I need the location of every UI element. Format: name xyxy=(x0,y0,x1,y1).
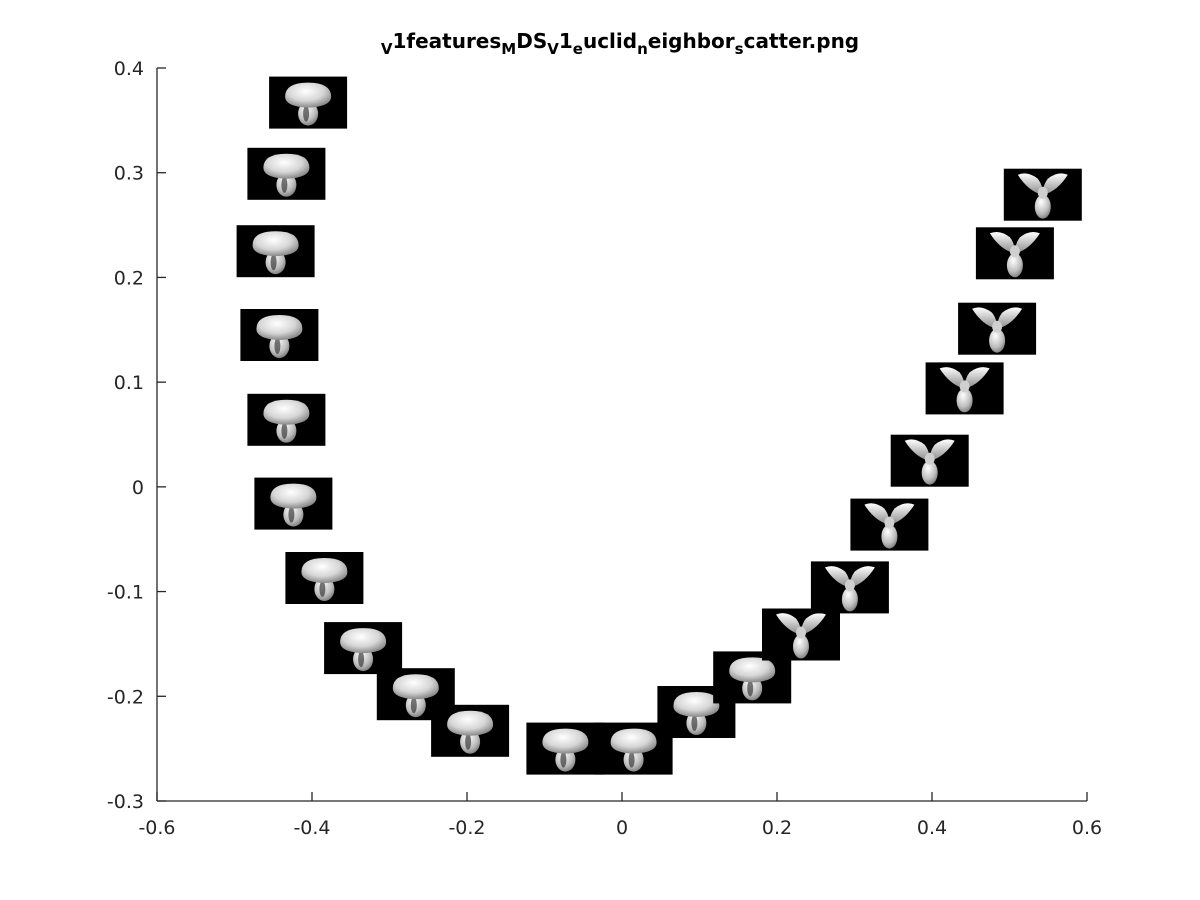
x-tick-label: 0.4 xyxy=(917,817,947,839)
scatter-point-thumbnail xyxy=(890,434,969,487)
y-tick-label: -0.2 xyxy=(107,686,144,708)
scatter-point-thumbnail xyxy=(594,722,673,775)
chart-title: V1featuresMDSV1euclidneighborscatter.png xyxy=(381,29,859,58)
y-tick-label: 0.2 xyxy=(114,267,144,289)
x-tick-label: 0 xyxy=(616,817,628,839)
x-tick-label: -0.6 xyxy=(138,817,175,839)
cup-object-icon xyxy=(263,153,310,197)
fork-object-icon xyxy=(989,231,1040,278)
scatter-point-thumbnail xyxy=(975,227,1054,280)
scatter-point-thumbnail xyxy=(850,498,929,551)
scatter-point-thumbnail xyxy=(810,561,889,614)
y-tick-label: 0.1 xyxy=(114,372,144,394)
fork-object-icon xyxy=(1017,173,1068,219)
cup-object-icon xyxy=(340,628,387,672)
cup-object-icon xyxy=(270,483,317,527)
fork-object-icon xyxy=(776,613,826,659)
axes: -0.6 -0.4 -0.2 0 0.2 0.4 0.6 -0.3 -0.2 -0.1 0 0.1 0.… xyxy=(107,58,1102,839)
y-tick-label: -0.3 xyxy=(107,791,144,813)
x-tick-label: 0.2 xyxy=(762,817,792,839)
cup-object-icon xyxy=(263,399,310,443)
scatter-point-thumbnail xyxy=(269,76,348,129)
scatter-point-thumbnail xyxy=(324,622,403,675)
fork-object-icon xyxy=(939,367,990,413)
scatter-point-thumbnail xyxy=(1003,168,1082,221)
y-tick-label: 0.3 xyxy=(114,163,144,185)
cup-object-icon xyxy=(610,728,657,772)
cup-object-icon xyxy=(542,728,589,772)
scatter-point-thumbnail xyxy=(431,704,510,757)
y-tick-label: 0.4 xyxy=(114,58,144,80)
scatter-point-thumbnail xyxy=(247,147,326,200)
fork-object-icon xyxy=(864,503,915,549)
scatter-point-thumbnail xyxy=(526,722,605,775)
cup-object-icon xyxy=(729,657,776,701)
y-tick-label: -0.1 xyxy=(107,582,144,604)
cup-object-icon xyxy=(447,710,494,754)
cup-object-icon xyxy=(285,82,332,126)
fork-object-icon xyxy=(824,566,875,612)
scatter-points xyxy=(236,76,1082,775)
scatter-point-thumbnail xyxy=(925,362,1004,415)
cup-object-icon xyxy=(252,231,299,275)
scatter-point-thumbnail xyxy=(958,302,1037,355)
y-tick-label: 0 xyxy=(132,477,144,499)
fork-object-icon xyxy=(904,439,955,485)
scatter-point-thumbnail xyxy=(247,393,326,446)
scatter-point-thumbnail xyxy=(762,608,840,661)
scatter-point-thumbnail xyxy=(285,552,364,604)
fork-object-icon xyxy=(972,307,1023,353)
cup-object-icon xyxy=(256,315,303,358)
x-tick-label: -0.2 xyxy=(448,817,485,839)
cup-object-icon xyxy=(392,674,439,718)
x-tick-label: 0.6 xyxy=(1072,817,1102,839)
scatter-point-thumbnail xyxy=(236,225,315,278)
cup-object-icon xyxy=(301,558,348,601)
cup-object-icon xyxy=(673,692,720,735)
x-tick-label: -0.4 xyxy=(293,817,330,839)
scatter-point-thumbnail xyxy=(254,477,333,530)
scatter-point-thumbnail xyxy=(240,309,319,361)
